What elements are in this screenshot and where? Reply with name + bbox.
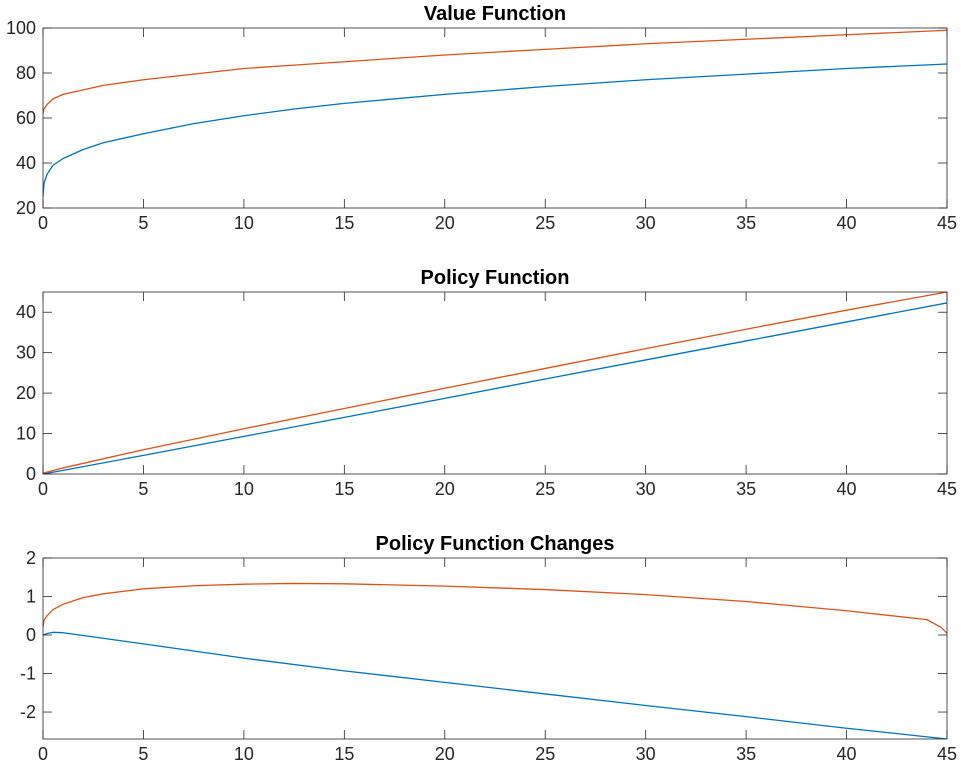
series-group [43,582,947,739]
x-tick-label: 25 [535,479,555,499]
series-line-1 [43,63,947,198]
x-tick-label: 45 [937,744,957,764]
y-tick-label: 60 [16,108,36,128]
series-line-2 [43,582,947,634]
x-tick-label: 40 [837,744,857,764]
series-line-2 [43,29,947,115]
x-tick-label: 5 [138,479,148,499]
x-tick-label: 45 [937,479,957,499]
series-line-1 [43,631,947,739]
x-tick-label: 5 [138,213,148,233]
y-tick-label: 0 [26,464,36,484]
x-tick-label: 30 [636,213,656,233]
y-tick-label: 40 [16,153,36,173]
y-tick-label: 20 [16,383,36,403]
chart-panel-2: 0 5 10 15 20 25 30 35 40 45 0 10 20 30 40 Policy Functi… [16,267,957,499]
y-tick-label: 100 [6,18,36,38]
chart-panel-1: 0 5 10 15 20 25 30 35 40 45 20 40 60 80 100 Value Funct… [6,3,957,233]
series-line-2 [43,292,947,474]
x-tick-label: 25 [535,213,555,233]
x-tick-label: 40 [837,213,857,233]
x-tick-label: 45 [937,213,957,233]
x-tick-label: 25 [535,744,555,764]
chart-title: Policy Function [421,267,570,289]
y-tick-label: 40 [16,302,36,322]
x-tick-label: 20 [435,213,455,233]
x-tick-label: 20 [435,479,455,499]
x-tick-label: 0 [38,744,48,764]
y-tick-label: 30 [16,343,36,363]
x-tick-label: 5 [138,744,148,764]
x-tick-label: 35 [736,744,756,764]
x-tick-label: 0 [38,213,48,233]
y-tick-label: 10 [16,424,36,444]
x-tick-label: 35 [736,213,756,233]
axes-box [42,291,948,475]
plot-area [43,292,947,474]
y-tick-label: -1 [20,664,36,684]
x-tick-label: 20 [435,744,455,764]
y-tick-label: 80 [16,63,36,83]
plot-area [43,28,947,208]
x-tick-label: 40 [837,479,857,499]
y-tick-label: 2 [26,548,36,568]
chart-title: Policy Function Changes [376,533,615,555]
x-tick-label: 10 [234,744,254,764]
y-tick-label: 20 [16,198,36,218]
y-tick-label: -2 [20,702,36,722]
series-group [43,292,947,474]
x-tick-label: 10 [234,213,254,233]
x-tick-label: 35 [736,479,756,499]
x-tick-label: 30 [636,744,656,764]
x-tick-label: 30 [636,479,656,499]
axes-box [42,557,948,740]
x-tick-label: 10 [234,479,254,499]
x-tick-label: 15 [334,479,354,499]
series-line-1 [43,302,947,474]
x-tick-label: 15 [334,744,354,764]
chart-title: Value Function [424,3,566,25]
chart-panel-3: 0 5 10 15 20 25 30 35 40 45 -2 -1 0 1 2 Policy Function… [20,533,957,764]
y-tick-label: 0 [26,625,36,645]
x-tick-label: 15 [334,213,354,233]
y-tick-label: 1 [26,587,36,607]
x-tick-label: 0 [38,479,48,499]
series-group [43,29,947,198]
